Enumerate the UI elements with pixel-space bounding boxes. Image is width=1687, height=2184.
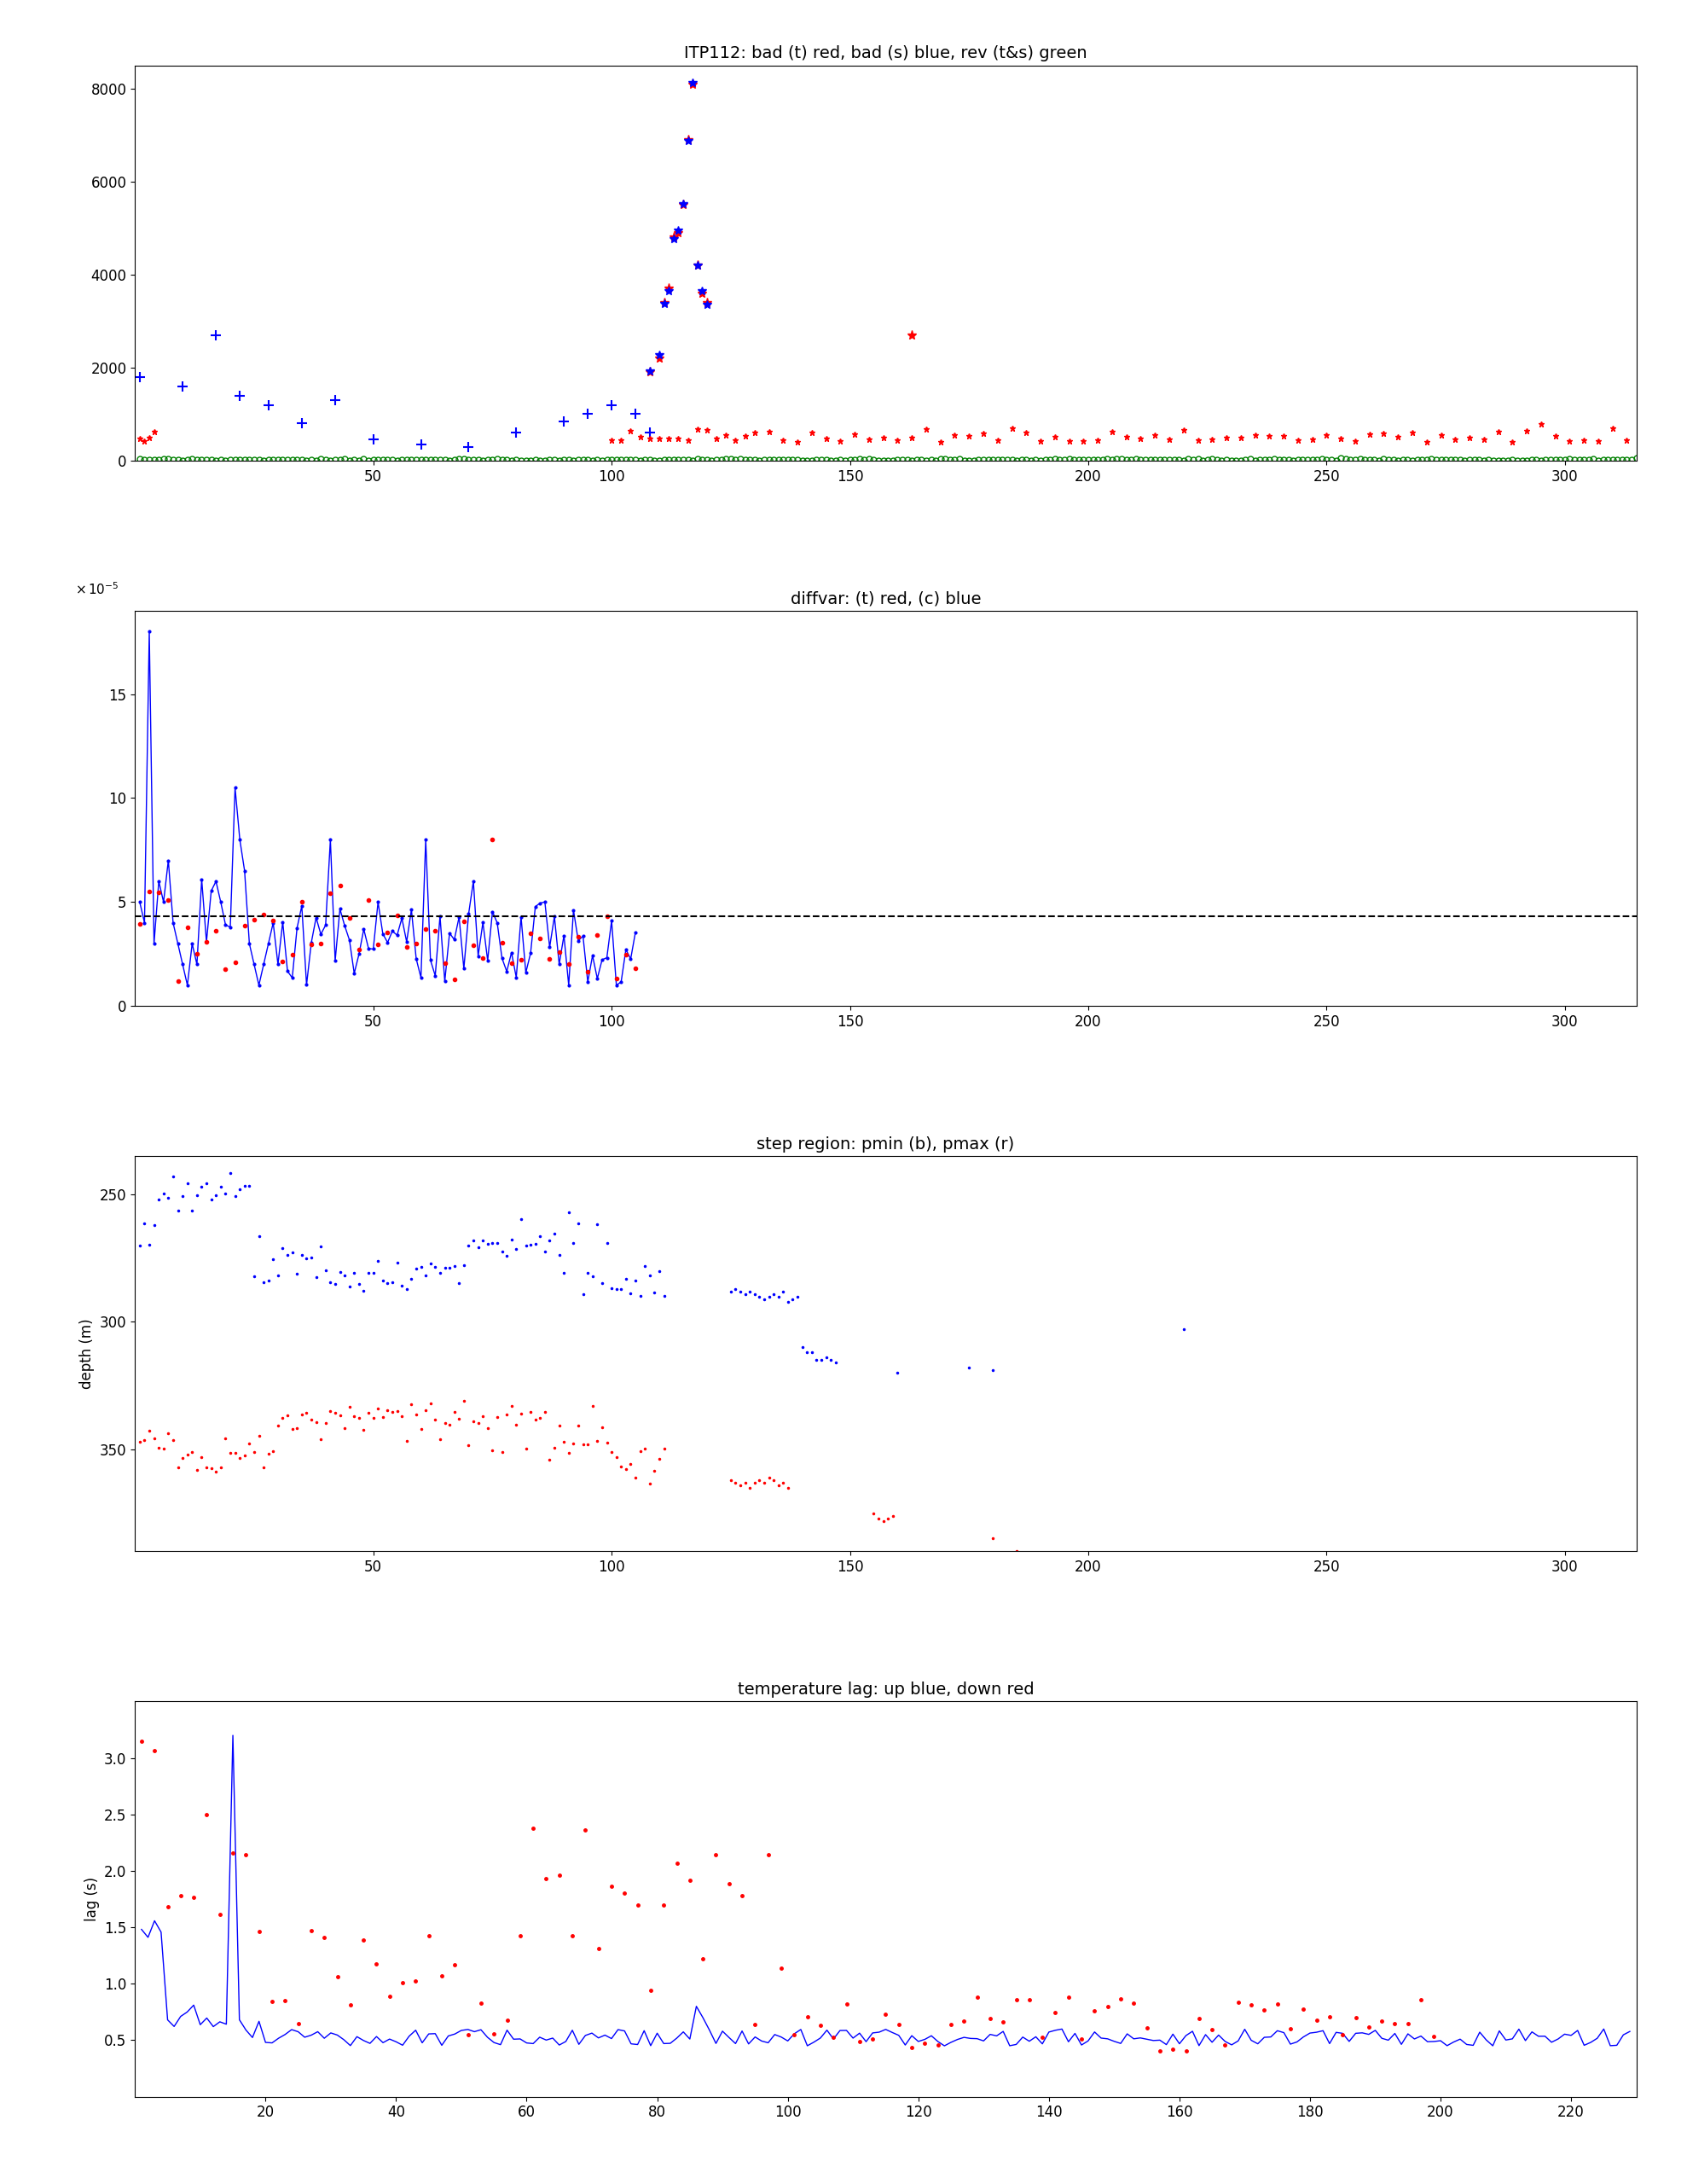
Title: diffvar: (t) red, (c) blue: diffvar: (t) red, (c) blue (791, 592, 980, 607)
Title: step region: pmin (b), pmax (r): step region: pmin (b), pmax (r) (757, 1136, 1014, 1153)
Title: temperature lag: up blue, down red: temperature lag: up blue, down red (737, 1682, 1034, 1697)
Title: ITP112: bad (t) red, bad (s) blue, rev (t&s) green: ITP112: bad (t) red, bad (s) blue, rev (… (685, 46, 1086, 61)
Y-axis label: lag (s): lag (s) (84, 1876, 100, 1922)
Text: $\times\,10^{-5}$: $\times\,10^{-5}$ (74, 581, 118, 598)
Y-axis label: depth (m): depth (m) (79, 1319, 94, 1389)
